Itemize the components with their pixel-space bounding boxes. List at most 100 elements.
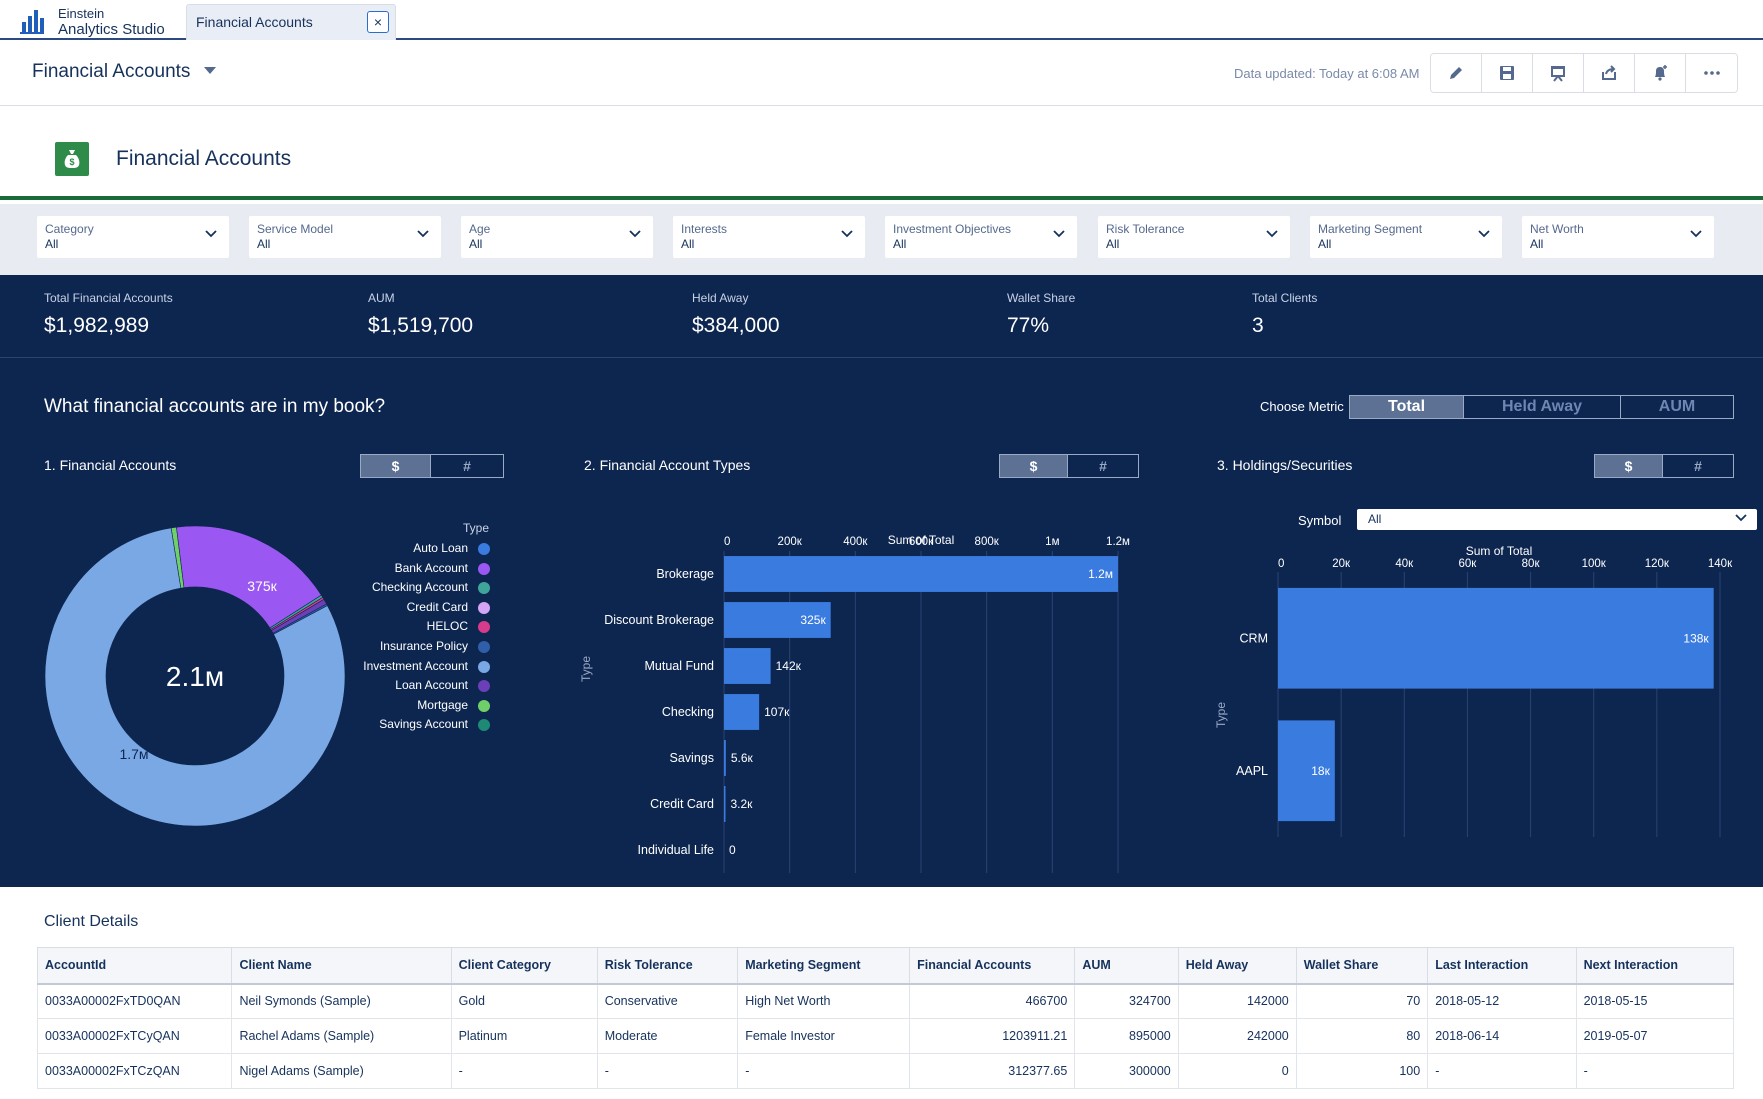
- filter-marketing-segment[interactable]: Marketing Segment All: [1310, 216, 1502, 258]
- filter-age[interactable]: Age All: [461, 216, 653, 258]
- choose-metric-label: Choose Metric: [1260, 399, 1344, 414]
- filter-investment-objectives[interactable]: Investment Objectives All: [885, 216, 1077, 258]
- bar[interactable]: [1278, 720, 1335, 822]
- chevron-down-icon: [417, 230, 429, 238]
- legend-item[interactable]: Investment Account: [300, 658, 490, 676]
- symbol-select[interactable]: All: [1357, 509, 1757, 530]
- kpi-value: $1,982,989: [44, 314, 150, 337]
- table-cell: 1203911.21: [909, 1018, 1076, 1054]
- legend-item[interactable]: Loan Account: [300, 677, 490, 695]
- filter-risk-tolerance[interactable]: Risk Tolerance All: [1098, 216, 1290, 258]
- legend-item[interactable]: Mortgage: [300, 697, 490, 715]
- legend-item[interactable]: HELOC: [300, 618, 490, 636]
- bar[interactable]: [724, 648, 771, 684]
- table-body: 0033A00002FxTD0QAN Neil Symonds (Sample) G…: [36, 983, 1735, 1089]
- table-cell: Platinum: [450, 1018, 598, 1054]
- legend-item[interactable]: Bank Account: [300, 560, 490, 578]
- bar[interactable]: [724, 556, 1118, 592]
- legend-item[interactable]: Savings Account: [300, 716, 490, 734]
- table-row[interactable]: 0033A00002FxTD0QAN Neil Symonds (Sample) G…: [36, 983, 1735, 1019]
- notify-button[interactable]: [1635, 54, 1686, 92]
- column-header[interactable]: Financial Accounts: [909, 947, 1076, 985]
- bar-value-label: 1.2м: [1088, 567, 1113, 581]
- kpi-aum: AUM $1,519,700: [368, 291, 473, 338]
- x-axis-title: Sum of Total: [888, 533, 954, 547]
- donut-slice[interactable]: [44, 527, 346, 827]
- table-cell: 0033A00002FxTD0QAN: [36, 983, 233, 1019]
- chart1-unit-toggle: $ #: [360, 454, 504, 478]
- column-header[interactable]: Next Interaction: [1575, 947, 1735, 985]
- table-cell: Gold: [450, 983, 598, 1019]
- table-cell: 312377.65: [909, 1053, 1076, 1089]
- filter-value: All: [469, 237, 483, 251]
- legend-item[interactable]: Auto Loan: [300, 540, 490, 558]
- column-header[interactable]: AccountId: [36, 947, 233, 985]
- column-header[interactable]: Client Name: [231, 947, 452, 985]
- dashboard-menu-caret-icon[interactable]: [204, 67, 216, 74]
- dollar-toggle-button[interactable]: $: [361, 455, 431, 477]
- column-header[interactable]: Risk Tolerance: [596, 947, 739, 985]
- client-details-table: AccountId Client Name Client Category Risk …: [36, 947, 1735, 1089]
- table-cell: 100: [1295, 1053, 1429, 1089]
- chart2-title: 2. Financial Account Types: [584, 457, 751, 473]
- filter-value: All: [1318, 237, 1332, 251]
- bar[interactable]: [724, 740, 726, 776]
- count-toggle-button[interactable]: #: [463, 458, 471, 474]
- column-header[interactable]: AUM: [1074, 947, 1179, 985]
- table-cell: 80: [1295, 1018, 1429, 1054]
- table-cell: -: [450, 1053, 598, 1089]
- bar[interactable]: [724, 786, 726, 822]
- dollar-toggle-button[interactable]: $: [1595, 455, 1663, 477]
- legend-item[interactable]: Credit Card: [300, 599, 490, 617]
- count-toggle-button[interactable]: #: [1694, 458, 1702, 474]
- metric-option-total[interactable]: Total: [1350, 396, 1464, 418]
- table-row[interactable]: 0033A00002FxTCzQAN Nigel Adams (Sample) - -…: [36, 1053, 1735, 1089]
- chevron-down-icon: [1053, 230, 1065, 238]
- table-cell: 2018-05-15: [1575, 983, 1735, 1019]
- x-tick-label: 1м: [1045, 536, 1059, 548]
- chevron-down-icon: [1735, 514, 1747, 522]
- column-header[interactable]: Client Category: [450, 947, 598, 985]
- filter-category[interactable]: Category All: [37, 216, 229, 258]
- edit-button[interactable]: [1431, 54, 1482, 92]
- legend-item[interactable]: Insurance Policy: [300, 638, 490, 656]
- column-header[interactable]: Held Away: [1177, 947, 1297, 985]
- legend-title: Type: [463, 521, 490, 535]
- kpi-total-financial-accounts: Total Financial Accounts $1,982,989: [44, 291, 173, 338]
- legend-item[interactable]: Checking Account: [300, 579, 490, 597]
- table-cell: Neil Symonds (Sample): [231, 983, 452, 1019]
- table-cell: 0033A00002FxTCzQAN: [36, 1053, 233, 1089]
- bar[interactable]: [1278, 587, 1714, 689]
- kpi-label: Total Clients: [1252, 291, 1318, 305]
- close-tab-icon[interactable]: ×: [367, 11, 389, 33]
- table-row[interactable]: 0033A00002FxTCyQAN Rachel Adams (Sample) P…: [36, 1018, 1735, 1054]
- count-toggle-button[interactable]: #: [1099, 458, 1107, 474]
- bar-value-label: 138к: [1683, 631, 1709, 645]
- table-cell: Conservative: [596, 983, 739, 1019]
- filter-interests[interactable]: Interests All: [673, 216, 865, 258]
- bar[interactable]: [724, 694, 760, 730]
- filter-service-model[interactable]: Service Model All: [249, 216, 441, 258]
- column-header[interactable]: Marketing Segment: [737, 947, 911, 985]
- tab-financial-accounts[interactable]: Financial Accounts ×: [186, 4, 396, 40]
- present-button[interactable]: [1533, 54, 1584, 92]
- dashboard-body: Total Financial Accounts $1,982,989 AUM …: [0, 275, 1763, 887]
- table-cell: 0033A00002FxTCyQAN: [36, 1018, 233, 1054]
- table-cell: 300000: [1074, 1053, 1179, 1089]
- y-category-label: Checking: [662, 705, 714, 719]
- metric-option-aum[interactable]: AUM: [1658, 398, 1696, 415]
- bar-value-label: 107к: [764, 705, 790, 719]
- y-axis-title: Type: [1214, 702, 1228, 728]
- metric-option-held-away[interactable]: Held Away: [1464, 396, 1621, 418]
- filter-net-worth[interactable]: Net Worth All: [1522, 216, 1714, 258]
- more-button[interactable]: [1686, 54, 1737, 92]
- column-header[interactable]: Last Interaction: [1427, 947, 1577, 985]
- bar[interactable]: [724, 602, 831, 638]
- donut-data-label: 1.7м: [119, 746, 148, 762]
- app-logo[interactable]: Einstein Analytics Studio: [18, 4, 188, 38]
- x-tick-label: 800к: [975, 536, 1000, 548]
- dollar-toggle-button[interactable]: $: [1000, 455, 1068, 477]
- share-button[interactable]: [1584, 54, 1635, 92]
- save-button[interactable]: [1482, 54, 1533, 92]
- column-header[interactable]: Wallet Share: [1295, 947, 1429, 985]
